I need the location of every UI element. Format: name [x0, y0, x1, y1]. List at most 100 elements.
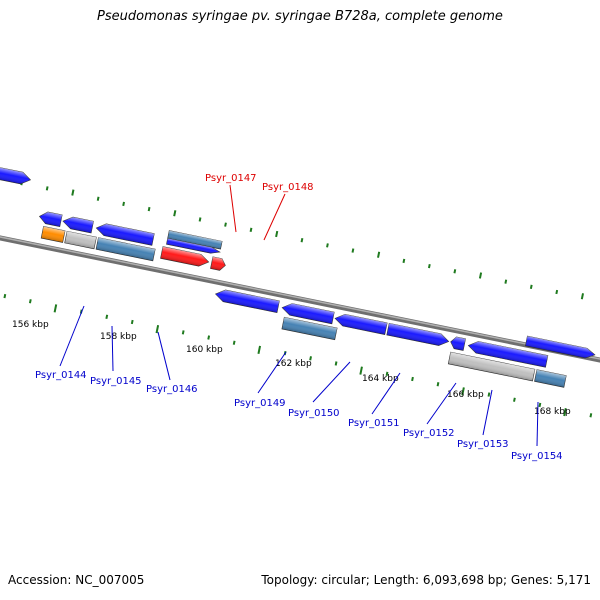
scale-label: 160 kbp [186, 345, 223, 355]
gene-arrow-0151-shine [335, 314, 388, 335]
gene-leader-line [229, 184, 237, 233]
scale-label: 162 kbp [275, 359, 312, 369]
gene-arrow-0148-shine [210, 256, 226, 271]
inner-tick [3, 293, 7, 299]
inner-tick [334, 361, 338, 366]
inner-tick [359, 366, 363, 375]
genome-backbone [0, 196, 600, 406]
outer-tick [224, 222, 227, 227]
inner-tick [436, 382, 440, 387]
outer-tick [555, 289, 559, 295]
gene-leader-line [482, 389, 493, 436]
accession-text: Accession: NC_007005 [8, 573, 145, 587]
genome-stats-text: Topology: circular; Length: 6,093,698 bp… [261, 573, 591, 587]
outer-tick [402, 258, 406, 264]
outer-tick [173, 210, 177, 217]
outer-tick [71, 189, 75, 196]
gene-label: Psyr_0147 [205, 173, 257, 184]
gene-leader-line [257, 351, 287, 394]
inner-tick [232, 340, 236, 345]
outer-tick [122, 201, 125, 207]
outer-tick [377, 251, 381, 258]
gene-arrow-0147-shine [160, 246, 209, 267]
scale-label: 156 kbp [12, 320, 49, 330]
inner-tick [130, 319, 134, 325]
gene-arrow-0144-shine [62, 217, 94, 234]
gene-block-0150-shine [281, 317, 338, 340]
inner-tick [309, 356, 312, 361]
gene-arrow-right-edge-shine [525, 336, 595, 359]
gene-block-grey-shine [64, 231, 97, 249]
outer-tick [147, 206, 151, 212]
outer-tick [351, 248, 355, 253]
inner-tick [207, 335, 211, 340]
outer-tick [96, 196, 100, 201]
outer-tick [453, 269, 457, 274]
outer-tick [326, 243, 329, 248]
scale-label: 168 kbp [534, 407, 571, 417]
inner-tick [411, 376, 414, 382]
gene-block-orange-shine [41, 226, 66, 243]
gene-arrow-0144-left-shine [39, 211, 63, 227]
inner-tick [563, 407, 567, 417]
map-title: Pseudomonas syringae pv. syringae B728a,… [97, 9, 503, 24]
outer-tick [478, 272, 483, 279]
inner-tick [53, 304, 58, 313]
gene-leader-line [312, 361, 351, 403]
outer-tick [275, 230, 279, 238]
scale-label: 166 kbp [447, 390, 484, 400]
gene-label: Psyr_0146 [146, 384, 198, 395]
genome-backbone-highlight [0, 197, 600, 403]
gene-label: Psyr_0145 [90, 376, 142, 387]
inner-tick [155, 325, 160, 334]
genome-track [0, 163, 600, 418]
gene-label: Psyr_0153 [457, 439, 509, 450]
gene-arrow-0152b-shine [450, 336, 466, 351]
inner-tick [181, 330, 185, 335]
gene-leader-line [59, 305, 85, 367]
outer-tick [504, 279, 508, 284]
gene-leader-line [371, 372, 401, 415]
gene-block-0147-top-shine [167, 230, 223, 250]
outer-tick [249, 227, 253, 232]
outer-tick [198, 217, 202, 222]
gene-label: Psyr_0150 [288, 408, 340, 419]
gene-label: Psyr_0152 [403, 428, 455, 439]
gene-arrow-0149-shine [215, 289, 280, 313]
outer-tick [300, 238, 304, 243]
gene-label: Psyr_0144 [35, 370, 87, 381]
gene-arrow-0153-shine [468, 341, 548, 368]
gene-arrow-0147-bottom-shine [166, 238, 220, 254]
scale-label: 164 kbp [362, 374, 399, 384]
gene-block-steel-shine [96, 237, 156, 261]
gene-label: Psyr_0151 [348, 418, 400, 429]
gene-leader-line [157, 331, 171, 381]
gene-leader-line [426, 382, 457, 425]
gene-leader-line [263, 193, 286, 241]
gene-block-0153-shine [448, 352, 535, 381]
outer-tick [427, 263, 431, 269]
inner-tick [385, 371, 389, 376]
inner-tick [257, 345, 262, 354]
inner-tick [589, 413, 593, 418]
inner-tick [105, 314, 109, 319]
gene-label: Psyr_0154 [511, 451, 563, 462]
inner-tick [461, 387, 465, 396]
inner-tick [487, 392, 491, 397]
gene-label: Psyr_0149 [234, 398, 286, 409]
gene-arrow-0150-shine [282, 303, 335, 324]
gene-arrow-0152-shine [386, 323, 449, 346]
outer-tick [529, 284, 533, 290]
inner-tick [538, 402, 542, 408]
outer-tick [580, 293, 584, 300]
gene-arrow-left-edge-shine [0, 163, 31, 184]
outer-tick [45, 186, 49, 191]
inner-tick [28, 299, 32, 304]
inner-tick [513, 397, 516, 402]
gene-label: Psyr_0148 [262, 182, 314, 193]
gene-arrow-0145-shine [96, 223, 155, 246]
scale-label: 158 kbp [100, 332, 137, 342]
gene-leader-line [111, 325, 114, 372]
